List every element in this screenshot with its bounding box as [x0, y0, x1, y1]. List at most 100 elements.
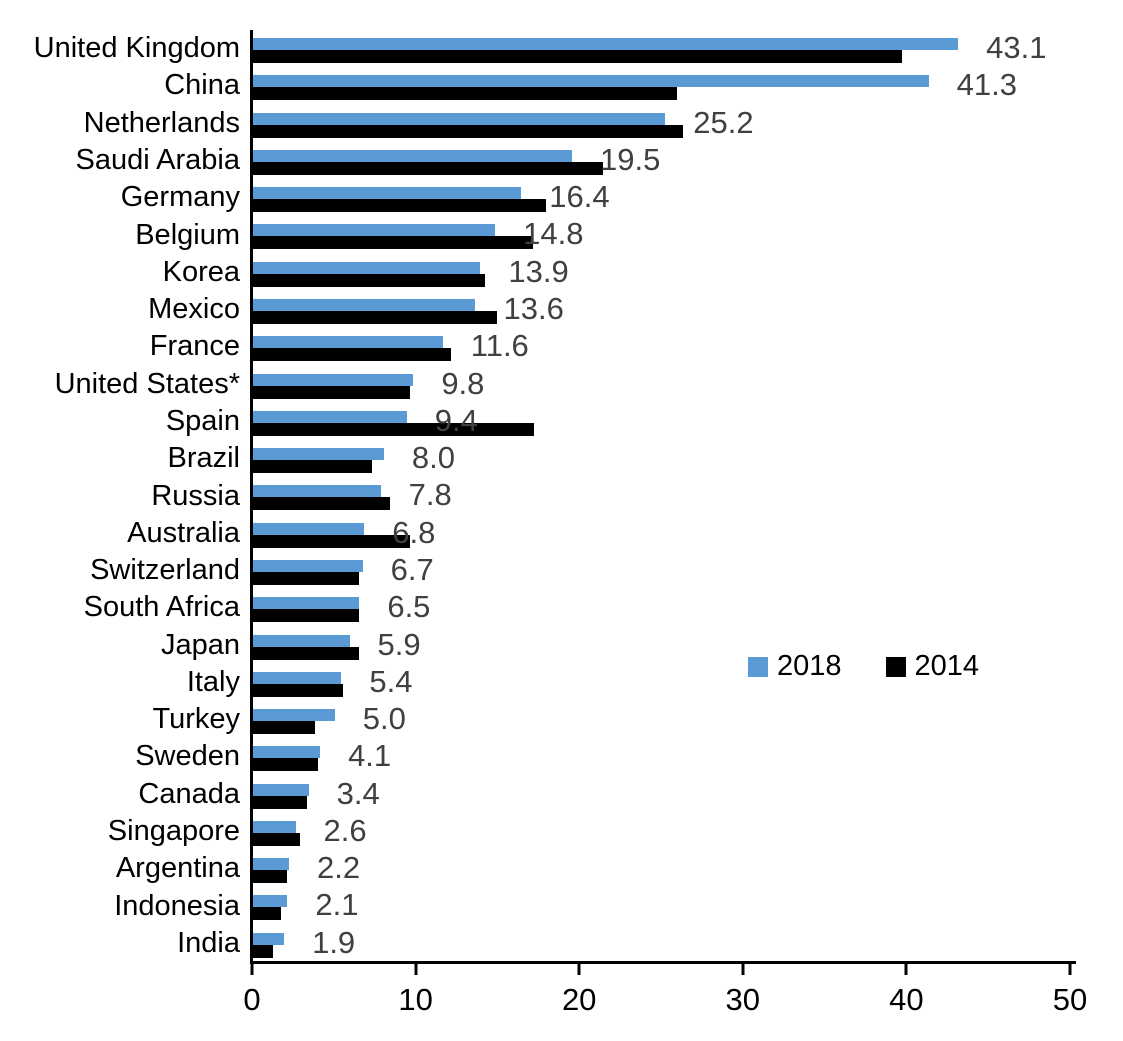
value-label-south-africa: 6.5	[387, 589, 431, 625]
bar-2018-switzerland	[253, 559, 363, 572]
bar-2014-italy	[253, 683, 343, 697]
bar-2018-italy	[253, 671, 342, 684]
category-label-korea: Korea	[162, 255, 240, 288]
chart-row-united-states: 9.8	[253, 365, 1071, 403]
legend: 2018 2014	[748, 650, 979, 683]
category-label-south-africa: South Africa	[83, 591, 240, 624]
bar-2018-turkey	[253, 709, 335, 722]
x-axis-line	[250, 961, 1076, 964]
category-label-saudi-arabia: Saudi Arabia	[75, 143, 240, 176]
chart-row-spain: 9.4	[253, 403, 1071, 440]
x-tick-label-10: 10	[398, 982, 433, 1017]
bar-2014-singapore	[253, 832, 301, 846]
category-label-china: China	[164, 69, 240, 102]
category-label-italy: Italy	[186, 665, 240, 698]
bar-2014-mexico	[253, 310, 497, 324]
value-label-belgium: 14.8	[523, 216, 584, 252]
value-label-united-states: 9.8	[441, 365, 485, 401]
chart-row-sweden: 4.1	[253, 738, 1071, 775]
bar-2018-netherlands	[253, 112, 666, 125]
chart-row-brazil: 8.0	[253, 440, 1071, 477]
category-label-france: France	[149, 330, 240, 363]
x-tick-50	[1068, 964, 1072, 975]
bar-2014-spain	[253, 422, 535, 436]
bar-2014-russia	[253, 497, 391, 511]
value-label-switzerland: 6.7	[390, 551, 434, 587]
chart-row-singapore: 2.6	[253, 813, 1071, 850]
chart-row-france: 11.6	[253, 328, 1071, 365]
value-label-saudi-arabia: 19.5	[600, 141, 661, 177]
bar-2014-switzerland	[253, 571, 360, 585]
bar-2014-canada	[253, 795, 307, 809]
value-label-mexico: 13.6	[503, 290, 564, 326]
category-label-sweden: Sweden	[135, 740, 240, 773]
value-label-canada: 3.4	[336, 775, 380, 811]
category-label-germany: Germany	[120, 181, 240, 214]
bar-2018-korea	[253, 261, 481, 274]
category-label-united-states: United States*	[54, 367, 240, 400]
bar-2018-saudi-arabia	[253, 149, 573, 162]
bar-2018-germany	[253, 187, 522, 200]
bar-2018-japan	[253, 634, 350, 647]
category-label-canada: Canada	[138, 777, 240, 810]
x-tick-0	[250, 964, 254, 975]
value-label-india: 1.9	[312, 924, 356, 960]
value-label-sweden: 4.1	[348, 738, 392, 774]
chart-row-japan: 5.9	[253, 626, 1071, 664]
chart-row-indonesia: 2.1	[253, 887, 1071, 924]
chart-row-saudi-arabia: 19.5	[253, 142, 1071, 179]
bar-2014-united-states	[253, 385, 411, 399]
category-label-indonesia: Indonesia	[114, 889, 240, 922]
x-tick-label-50: 50	[1052, 982, 1088, 1017]
value-label-united-kingdom: 43.1	[986, 29, 1047, 65]
value-label-china: 41.3	[956, 67, 1017, 103]
category-label-russia: Russia	[151, 479, 240, 512]
value-label-indonesia: 2.1	[315, 887, 359, 923]
value-label-france: 11.6	[470, 328, 529, 364]
category-label-spain: Spain	[165, 404, 240, 437]
plot-area: 43.1 41.3 25.2 19.5 16.4 14.8 13.9 13.6 11.6 9.8 9…	[253, 30, 1071, 962]
category-label-singapore: Singapore	[107, 815, 240, 848]
value-label-argentina: 2.2	[316, 849, 361, 885]
bar-2018-france	[253, 336, 443, 349]
x-tick-40	[904, 964, 908, 975]
value-label-spain: 9.4	[434, 402, 478, 438]
chart-row-india: 1.9	[253, 925, 1071, 962]
chart-row-switzerland: 6.7	[253, 552, 1071, 589]
bar-2018-spain	[253, 410, 407, 423]
value-label-italy: 5.4	[369, 663, 413, 699]
chart-row-mexico: 13.6	[253, 291, 1071, 328]
chart-row-russia: 7.8	[253, 477, 1071, 514]
bar-2018-china	[253, 75, 929, 88]
category-label-turkey: Turkey	[152, 703, 240, 736]
bar-2014-united-kingdom	[253, 50, 903, 63]
bar-2014-germany	[253, 199, 546, 213]
value-label-brazil: 8.0	[411, 439, 455, 475]
bar-2018-singapore	[253, 820, 296, 833]
value-label-netherlands: 25.2	[693, 104, 754, 140]
bar-2018-russia	[253, 485, 381, 498]
bar-2014-india	[253, 944, 273, 958]
value-label-germany: 16.4	[549, 178, 610, 214]
category-label-japan: Japan	[160, 628, 240, 661]
bar-2014-france	[253, 348, 451, 362]
category-label-netherlands: Netherlands	[83, 106, 240, 139]
category-label-brazil: Brazil	[167, 442, 240, 475]
bar-2018-brazil	[253, 448, 384, 461]
value-label-turkey: 5.0	[362, 700, 406, 736]
value-label-russia: 7.8	[408, 477, 452, 513]
category-label-australia: Australia	[127, 516, 240, 549]
bar-2018-argentina	[253, 858, 289, 871]
bar-2014-australia	[253, 534, 411, 548]
value-label-australia: 6.8	[392, 514, 436, 550]
y-axis-line	[250, 30, 253, 964]
bar-2014-saudi-arabia	[253, 161, 604, 175]
chart-row-turkey: 5.0	[253, 701, 1071, 738]
x-tick-label-30: 30	[725, 982, 761, 1017]
x-tick-label-20: 20	[561, 982, 597, 1017]
chart-row-germany: 16.4	[253, 179, 1071, 216]
category-axis: United Kingdom China Netherlands Saudi Arab…	[0, 30, 240, 962]
bar-2018-australia	[253, 522, 365, 535]
legend-entry-2018: 2018	[748, 650, 842, 683]
